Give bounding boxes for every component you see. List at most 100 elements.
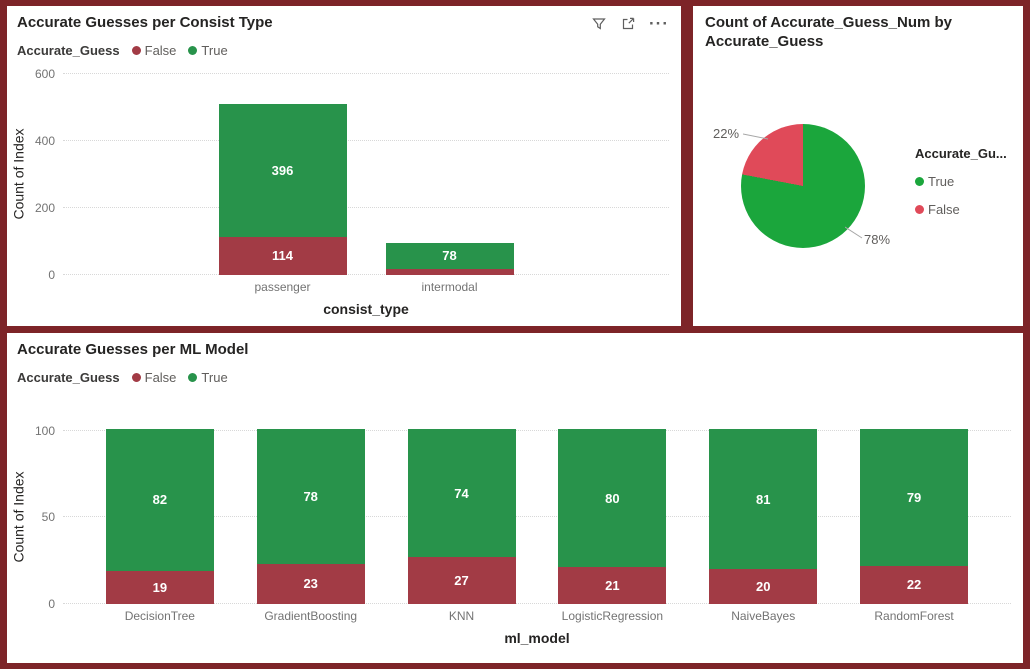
data-label: 22 bbox=[906, 577, 922, 593]
bar-NaiveBayes: 81 20 bbox=[709, 429, 818, 604]
model-chart-title: Accurate Guesses per ML Model bbox=[17, 341, 249, 358]
bar-segment-true-intermodal[interactable]: 78 bbox=[385, 242, 514, 269]
bar-segment-false-passenger[interactable]: 114 bbox=[218, 236, 347, 275]
data-label: 79 bbox=[906, 489, 922, 505]
bar-segment-true-passenger[interactable]: 396 bbox=[218, 103, 347, 237]
data-label: 19 bbox=[152, 579, 168, 595]
y-axis-tick-label: 0 bbox=[48, 596, 55, 611]
bar-segment-true-LogisticRegression[interactable]: 80 bbox=[558, 429, 667, 568]
data-label: 396 bbox=[271, 162, 294, 178]
consist-legend: Accurate_Guess False True bbox=[17, 42, 671, 60]
gridline bbox=[63, 429, 1011, 431]
data-label: 21 bbox=[605, 578, 620, 594]
focus-mode-icon[interactable] bbox=[620, 16, 636, 32]
bar-GradientBoosting: 78 23 bbox=[256, 429, 365, 604]
bar-segment-true-DecisionTree[interactable]: 82 bbox=[105, 428, 214, 571]
bar-segment-false-KNN[interactable]: 27 bbox=[407, 557, 516, 604]
more-options-icon[interactable]: ··· bbox=[649, 14, 669, 33]
consist-chart-title: Accurate Guesses per Consist Type bbox=[17, 14, 273, 31]
bars: 396 114 78 bbox=[63, 74, 669, 275]
y-axis-title: Count of Index bbox=[11, 471, 27, 563]
x-axis-title: ml_model bbox=[504, 629, 570, 646]
filter-icon[interactable] bbox=[591, 16, 607, 32]
legend-dot-true bbox=[188, 46, 198, 56]
x-axis-tick-label: NaiveBayes bbox=[731, 608, 796, 623]
data-label: 82 bbox=[152, 492, 168, 508]
bar-segment-false-DecisionTree[interactable]: 19 bbox=[105, 570, 214, 604]
bar-segment-false-RandomForest[interactable]: 22 bbox=[860, 565, 969, 604]
legend-label: True bbox=[201, 370, 228, 386]
legend-label: True bbox=[201, 43, 228, 59]
legend-item-false[interactable]: False bbox=[131, 370, 177, 386]
data-label: 78 bbox=[303, 489, 318, 504]
leader-line bbox=[845, 226, 863, 239]
y-axis-tick-label: 0 bbox=[48, 267, 55, 282]
legend-label: True bbox=[928, 174, 955, 189]
x-axis-tick-label: RandomForest bbox=[874, 608, 954, 623]
gridline bbox=[63, 516, 1011, 518]
legend-dot-true bbox=[188, 373, 198, 383]
bar-segment-false-intermodal[interactable] bbox=[385, 268, 514, 275]
panel-consist-type: Accurate Guesses per Consist Type ··· Ac… bbox=[7, 6, 681, 326]
bar-segment-false-GradientBoosting[interactable]: 23 bbox=[256, 563, 365, 604]
pie-legend: Accurate_Gu... True False bbox=[915, 146, 1007, 217]
gridline bbox=[63, 206, 669, 208]
bar-passenger: 396 114 bbox=[218, 103, 347, 275]
x-axis-tick-label: DecisionTree bbox=[124, 608, 195, 623]
bar-DecisionTree: 82 19 bbox=[105, 428, 214, 604]
y-axis: 0 200 400 600 bbox=[31, 67, 63, 282]
x-axis-tick-label: passenger bbox=[254, 279, 311, 294]
panel-header: Accurate Guesses per ML Model bbox=[17, 341, 1011, 360]
legend-dot-false bbox=[131, 46, 141, 56]
data-label: 20 bbox=[755, 578, 771, 594]
x-axis-tick-label: KNN bbox=[448, 608, 475, 623]
leader-line bbox=[743, 133, 769, 140]
data-label: 74 bbox=[454, 485, 469, 501]
legend-label: False bbox=[928, 202, 960, 217]
pie-slice-label-false: 22% bbox=[713, 126, 740, 141]
legend-dot-false bbox=[915, 205, 924, 214]
legend-dot-false bbox=[131, 373, 141, 383]
pie-chart-area: 22% 78% Accurate_Gu... True False bbox=[693, 6, 1023, 326]
bar-KNN: 74 27 bbox=[407, 429, 516, 604]
legend-item-true[interactable]: True bbox=[915, 174, 1007, 189]
panel-accuracy-pie: Count of Accurate_Guess_Num by Accurate_… bbox=[693, 6, 1023, 326]
legend-title: Accurate_Gu... bbox=[915, 146, 1007, 161]
bar-segment-false-NaiveBayes[interactable]: 20 bbox=[709, 569, 818, 604]
pie-chart[interactable] bbox=[741, 124, 865, 248]
bar-RandomForest: 79 22 bbox=[860, 428, 969, 604]
data-label: 114 bbox=[272, 248, 293, 264]
legend-title: Accurate_Guess bbox=[17, 43, 120, 59]
bar-segment-true-GradientBoosting[interactable]: 78 bbox=[256, 429, 365, 564]
bar-LogisticRegression: 80 21 bbox=[558, 429, 667, 604]
x-axis-title: consist_type bbox=[323, 300, 409, 317]
panel-header: Accurate Guesses per Consist Type ··· bbox=[17, 14, 669, 33]
legend-label: False bbox=[144, 370, 177, 386]
data-label: 23 bbox=[303, 576, 318, 592]
bar-intermodal: 78 bbox=[385, 242, 514, 275]
y-axis-tick-label: 600 bbox=[34, 66, 55, 81]
pie-slice-label-true: 78% bbox=[864, 232, 891, 247]
legend-item-false[interactable]: False bbox=[131, 43, 177, 59]
bar-segment-true-NaiveBayes[interactable]: 81 bbox=[709, 429, 818, 570]
bar-segment-true-KNN[interactable]: 74 bbox=[407, 429, 516, 558]
legend-item-true[interactable]: True bbox=[188, 370, 228, 386]
pie-chart-title: Count of Accurate_Guess_Num by Accurate_… bbox=[705, 14, 952, 50]
legend-item-false[interactable]: False bbox=[915, 202, 1007, 217]
legend-title: Accurate_Guess bbox=[17, 370, 120, 386]
x-axis: passenger intermodal bbox=[7, 280, 681, 294]
y-axis-tick-label: 400 bbox=[34, 133, 55, 148]
gridline bbox=[63, 139, 669, 141]
model-chart-area: Count of Index 0 50 100 82 19 78 23 74 27 80 21 81… bbox=[7, 424, 1023, 611]
y-axis: 0 50 100 bbox=[31, 424, 63, 611]
bar-segment-true-RandomForest[interactable]: 79 bbox=[860, 428, 969, 566]
legend-label: False bbox=[144, 43, 177, 59]
gridline bbox=[63, 273, 669, 275]
bar-segment-false-LogisticRegression[interactable]: 21 bbox=[558, 567, 667, 604]
data-label: 80 bbox=[605, 490, 620, 506]
bars: 82 19 78 23 74 27 80 21 81 20 79 22 bbox=[63, 428, 1011, 604]
y-axis-title: Count of Index bbox=[11, 128, 27, 220]
legend-item-true[interactable]: True bbox=[188, 43, 228, 59]
gridline bbox=[63, 72, 669, 74]
